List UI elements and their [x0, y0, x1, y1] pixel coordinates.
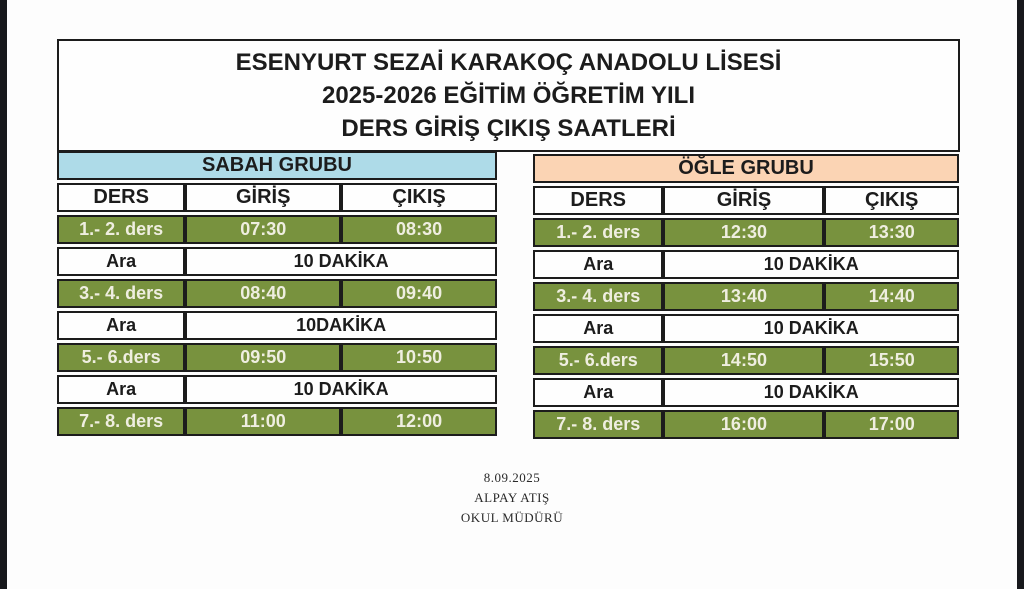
exit-time: 15:50	[824, 346, 959, 375]
lesson-label: 3.- 4. ders	[57, 279, 186, 308]
exit-time: 14:40	[824, 282, 959, 311]
lesson-label: 1.- 2. ders	[57, 215, 186, 244]
table-row: Ara 10 DAKİKA	[57, 247, 497, 276]
left-edge-bar	[0, 0, 7, 589]
col-header-ders: DERS	[533, 186, 664, 215]
lesson-label: 3.- 4. ders	[533, 282, 664, 311]
entry-time: 16:00	[663, 410, 825, 439]
break-duration: 10DAKİKA	[185, 311, 497, 340]
exit-time: 09:40	[341, 279, 497, 308]
signature-block: 8.09.2025 ALPAY ATIŞ OKUL MÜDÜRÜ	[0, 468, 1024, 528]
col-header-cikis: ÇIKIŞ	[341, 183, 497, 212]
table-row: 3.- 4. ders 13:40 14:40	[533, 282, 959, 311]
title-line-year: 2025-2026 EĞİTİM ÖĞRETİM YILI	[321, 81, 695, 109]
afternoon-schedule-table: ÖĞLE GRUBU DERS GİRİŞ ÇIKIŞ 1.- 2. ders …	[533, 154, 959, 442]
break-label: Ara	[533, 378, 664, 407]
title-line-subject: DERS GİRİŞ ÇIKIŞ SAATLERİ	[341, 114, 676, 142]
entry-time: 12:30	[663, 218, 825, 247]
group-header-sabah: SABAH GRUBU	[57, 151, 497, 180]
exit-time: 08:30	[341, 215, 497, 244]
table-row: Ara 10 DAKİKA	[57, 375, 497, 404]
break-duration: 10 DAKİKA	[663, 250, 959, 279]
table-row: Ara 10 DAKİKA	[533, 250, 959, 279]
col-header-giris: GİRİŞ	[185, 183, 342, 212]
col-header-cikis: ÇIKIŞ	[824, 186, 959, 215]
lesson-label: 7.- 8. ders	[533, 410, 664, 439]
break-duration: 10 DAKİKA	[663, 314, 959, 343]
entry-time: 13:40	[663, 282, 825, 311]
table-row: 7.- 8. ders 16:00 17:00	[533, 410, 959, 439]
entry-time: 11:00	[185, 407, 342, 436]
column-header-row: DERS GİRİŞ ÇIKIŞ	[533, 186, 959, 215]
break-label: Ara	[533, 314, 664, 343]
morning-schedule-table: SABAH GRUBU DERS GİRİŞ ÇIKIŞ 1.- 2. ders…	[57, 151, 497, 439]
col-header-ders: DERS	[57, 183, 186, 212]
signature-date: 8.09.2025	[483, 470, 541, 485]
entry-time: 14:50	[663, 346, 825, 375]
col-header-giris: GİRİŞ	[663, 186, 825, 215]
table-row: Ara 10DAKİKA	[57, 311, 497, 340]
title-line-school: ESENYURT SEZAİ KARAKOÇ ANADOLU LİSESİ	[235, 48, 782, 76]
title-box: ESENYURT SEZAİ KARAKOÇ ANADOLU LİSESİ 20…	[57, 39, 960, 152]
signature-name: ALPAY ATIŞ	[474, 490, 550, 505]
exit-time: 13:30	[824, 218, 959, 247]
table-row: 5.- 6.ders 09:50 10:50	[57, 343, 497, 372]
column-header-row: DERS GİRİŞ ÇIKIŞ	[57, 183, 497, 212]
signature-role: OKUL MÜDÜRÜ	[460, 510, 564, 525]
exit-time: 10:50	[341, 343, 497, 372]
lesson-label: 1.- 2. ders	[533, 218, 664, 247]
entry-time: 08:40	[185, 279, 342, 308]
exit-time: 17:00	[824, 410, 959, 439]
table-row: 3.- 4. ders 08:40 09:40	[57, 279, 497, 308]
lesson-label: 5.- 6.ders	[57, 343, 186, 372]
table-row: 1.- 2. ders 07:30 08:30	[57, 215, 497, 244]
break-duration: 10 DAKİKA	[185, 247, 497, 276]
lesson-label: 7.- 8. ders	[57, 407, 186, 436]
group-header-ogle: ÖĞLE GRUBU	[533, 154, 959, 183]
table-row: Ara 10 DAKİKA	[533, 378, 959, 407]
break-label: Ara	[57, 311, 186, 340]
exit-time: 12:00	[341, 407, 497, 436]
break-duration: 10 DAKİKA	[185, 375, 497, 404]
break-label: Ara	[57, 247, 186, 276]
break-duration: 10 DAKİKA	[663, 378, 959, 407]
table-row: 5.- 6.ders 14:50 15:50	[533, 346, 959, 375]
lesson-label: 5.- 6.ders	[533, 346, 664, 375]
entry-time: 09:50	[185, 343, 342, 372]
entry-time: 07:30	[185, 215, 342, 244]
break-label: Ara	[533, 250, 664, 279]
table-row: 1.- 2. ders 12:30 13:30	[533, 218, 959, 247]
table-row: 7.- 8. ders 11:00 12:00	[57, 407, 497, 436]
break-label: Ara	[57, 375, 186, 404]
table-row: Ara 10 DAKİKA	[533, 314, 959, 343]
right-edge-bar	[1017, 0, 1024, 589]
